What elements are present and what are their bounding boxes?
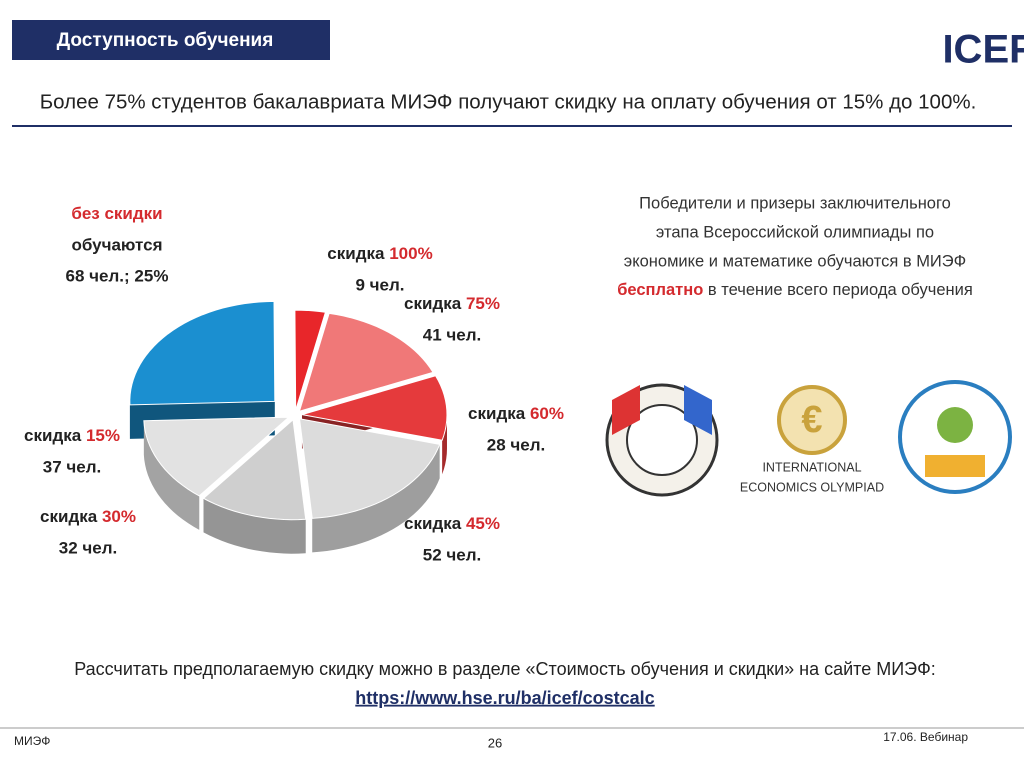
logo-vysshaya-proba	[898, 380, 1012, 494]
slice	[129, 300, 276, 406]
slice	[298, 418, 441, 519]
ieo-line: ECONOMICS OLYMPIAD	[740, 480, 884, 494]
label-name: 75%	[466, 294, 500, 313]
slice	[301, 375, 448, 441]
label-name: 60%	[530, 404, 564, 423]
value-label: 41 чел.	[423, 325, 481, 344]
logo-vseros	[605, 383, 719, 497]
slice-label: без скидки	[71, 204, 162, 223]
highlight: бесплатно	[617, 281, 703, 299]
slice	[143, 416, 291, 497]
slice-side	[143, 420, 200, 530]
slice	[202, 418, 307, 521]
label-prefix: скидка	[468, 404, 526, 423]
footer-left: МИЭФ	[14, 734, 50, 748]
slice-label: скидка 15%	[24, 426, 120, 445]
label-name: 30%	[102, 507, 136, 526]
slice-label: скидка 30%	[40, 507, 136, 526]
value-label: 9 чел.	[355, 275, 404, 294]
note-line: экономике и математике обучаются в МИЭФ	[624, 252, 966, 270]
svg-text:€: €	[801, 399, 822, 441]
label-name: 100%	[389, 244, 432, 263]
slice	[298, 312, 434, 412]
slice	[294, 309, 327, 411]
slice-side	[203, 498, 306, 554]
label-name: 45%	[466, 514, 500, 533]
label-prefix: скидка	[404, 294, 462, 313]
value-label: 52 чел.	[423, 545, 481, 564]
footer-page: 26	[488, 735, 502, 750]
slice-side	[312, 444, 440, 553]
label-prefix: скидка	[24, 426, 82, 445]
title: Доступность обучения	[57, 30, 274, 51]
value-label: 28 чел.	[487, 435, 545, 454]
slice-label: скидка 60%	[468, 404, 564, 423]
prize-note: Победители и призеры заключительного эта…	[617, 194, 973, 299]
value-label: 37 чел.	[43, 457, 101, 476]
label-note: обучаются	[71, 235, 162, 254]
value-label: 32 чел.	[59, 538, 117, 557]
note-line: этапа Всероссийской олимпиады по	[656, 223, 934, 241]
ieo-line: INTERNATIONAL	[762, 460, 861, 474]
slice-label: скидка 45%	[404, 514, 500, 533]
label-prefix: скидка	[40, 507, 98, 526]
pie	[129, 300, 448, 554]
footer-right: 17.06. Вебинар	[883, 730, 968, 744]
label-prefix: скидка	[327, 244, 385, 263]
logo-ieo: € INTERNATIONAL ECONOMICS OLYMPIAD	[740, 385, 884, 494]
subtitle: Более 75% студентов бакалавриата МИЭФ по…	[40, 90, 977, 113]
note-line: Победители и призеры заключительного	[639, 194, 951, 212]
slice-label: скидка 75%	[404, 294, 500, 313]
note-line: бесплатно в течение всего периода обучен…	[617, 281, 973, 299]
bottom-text: Рассчитать предполагаемую скидку можно в…	[74, 659, 936, 679]
title-box	[12, 20, 330, 60]
label-name: без скидки	[71, 204, 162, 223]
tail: в течение всего периода обучения	[708, 281, 973, 299]
labels: без скидки обучаются 68 чел.; 25% скидка 10…	[24, 204, 564, 564]
label-name: 15%	[86, 426, 120, 445]
label-prefix: скидка	[404, 514, 462, 533]
link[interactable]: https://www.hse.ru/ba/icef/costcalc	[355, 688, 654, 708]
slice-label: скидка 100%	[327, 244, 432, 263]
value-label: 68 чел.; 25%	[66, 266, 169, 285]
logo: ICEF	[942, 28, 1024, 72]
